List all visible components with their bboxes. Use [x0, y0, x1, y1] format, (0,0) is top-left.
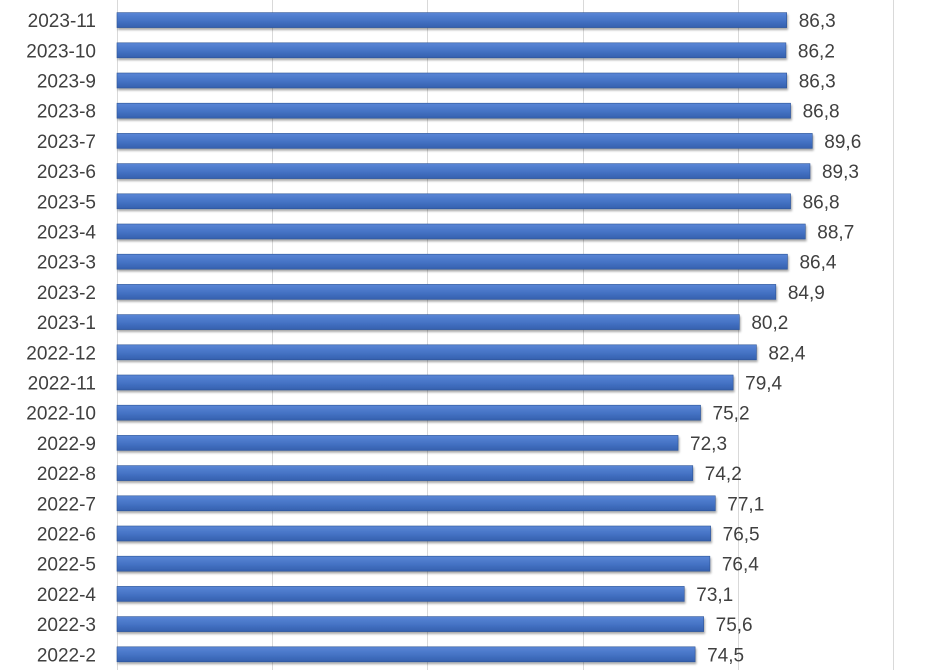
value-label: 82,4: [768, 343, 805, 364]
category-label: 2022-4: [37, 585, 97, 606]
value-label: 76,4: [722, 555, 759, 576]
value-label: 80,2: [751, 313, 788, 334]
value-label: 86,3: [799, 11, 836, 32]
category-label: 2022-8: [37, 464, 96, 485]
value-label: 89,6: [824, 132, 861, 153]
category-label: 2023-2: [37, 283, 96, 304]
bar-2022-3: [116, 616, 704, 632]
bar-2023-4: [116, 223, 806, 240]
category-label: 2022-10: [26, 404, 96, 425]
value-label: 74,2: [705, 464, 742, 485]
category-label: 2023-10: [26, 41, 96, 62]
bar-2023-7: [116, 133, 813, 149]
value-label: 75,6: [716, 615, 753, 636]
value-label: 75,2: [713, 404, 750, 425]
bar-2022-10: [116, 404, 701, 421]
category-label: 2023-9: [37, 72, 96, 93]
value-label: 77,1: [727, 494, 764, 515]
bars: [116, 12, 813, 663]
category-label: 2023-5: [37, 192, 96, 213]
value-labels: 86,3 86,2 86,3 86,8 89,6 89,3 86,8 88,7 86,4 84,9…: [690, 11, 861, 666]
bar-2023-8: [116, 102, 791, 119]
category-label: 2022-12: [26, 343, 96, 364]
value-label: 72,3: [690, 434, 727, 455]
bar-2023-2: [116, 284, 777, 300]
category-label: 2023-6: [37, 162, 96, 183]
bar-2023-3: [116, 253, 788, 270]
bar-2023-5: [116, 193, 791, 210]
bar-2022-11: [116, 374, 734, 391]
value-label: 86,8: [803, 192, 840, 213]
bar-2022-5: [116, 555, 711, 572]
value-label: 84,9: [788, 283, 825, 304]
bar-2022-4: [116, 586, 685, 602]
value-label: 86,3: [799, 72, 836, 93]
category-label: 2023-3: [37, 253, 96, 274]
bar-2023-11: [116, 12, 787, 28]
value-label: 89,3: [822, 162, 859, 183]
value-label: 86,2: [798, 41, 835, 62]
value-label: 88,7: [817, 223, 854, 244]
value-label: 76,5: [723, 525, 760, 546]
bar-2022-9: [116, 435, 679, 451]
value-label: 79,4: [745, 374, 782, 395]
category-label: 2022-11: [28, 374, 96, 395]
category-label: 2022-3: [37, 615, 96, 636]
category-label: 2023-8: [37, 102, 96, 123]
value-label: 74,5: [707, 645, 744, 666]
category-label: 2022-2: [37, 645, 96, 666]
bar-2022-6: [116, 525, 711, 542]
category-label: 2022-9: [37, 434, 96, 455]
category-label: 2022-7: [37, 494, 96, 515]
bar-2022-12: [116, 344, 757, 361]
bar-2023-9: [116, 72, 787, 89]
bar-2022-7: [116, 495, 716, 512]
bar-2023-6: [116, 163, 811, 179]
bar-2022-2: [116, 646, 696, 663]
category-labels: 2023-11 2023-10 2023-9 2023-8 2023-7 2023-6 20…: [26, 11, 96, 666]
value-label: 73,1: [696, 585, 733, 606]
bar-2022-8: [116, 465, 694, 481]
bar-2023-10: [116, 42, 787, 59]
category-label: 2023-11: [28, 11, 96, 32]
category-label: 2023-7: [37, 132, 96, 153]
category-label: 2022-5: [37, 555, 96, 576]
value-label: 86,8: [803, 102, 840, 123]
category-label: 2022-6: [37, 525, 96, 546]
bar-2023-1: [116, 314, 740, 330]
category-label: 2023-4: [37, 223, 97, 244]
value-label: 86,4: [799, 253, 836, 274]
category-label: 2023-1: [37, 313, 96, 334]
